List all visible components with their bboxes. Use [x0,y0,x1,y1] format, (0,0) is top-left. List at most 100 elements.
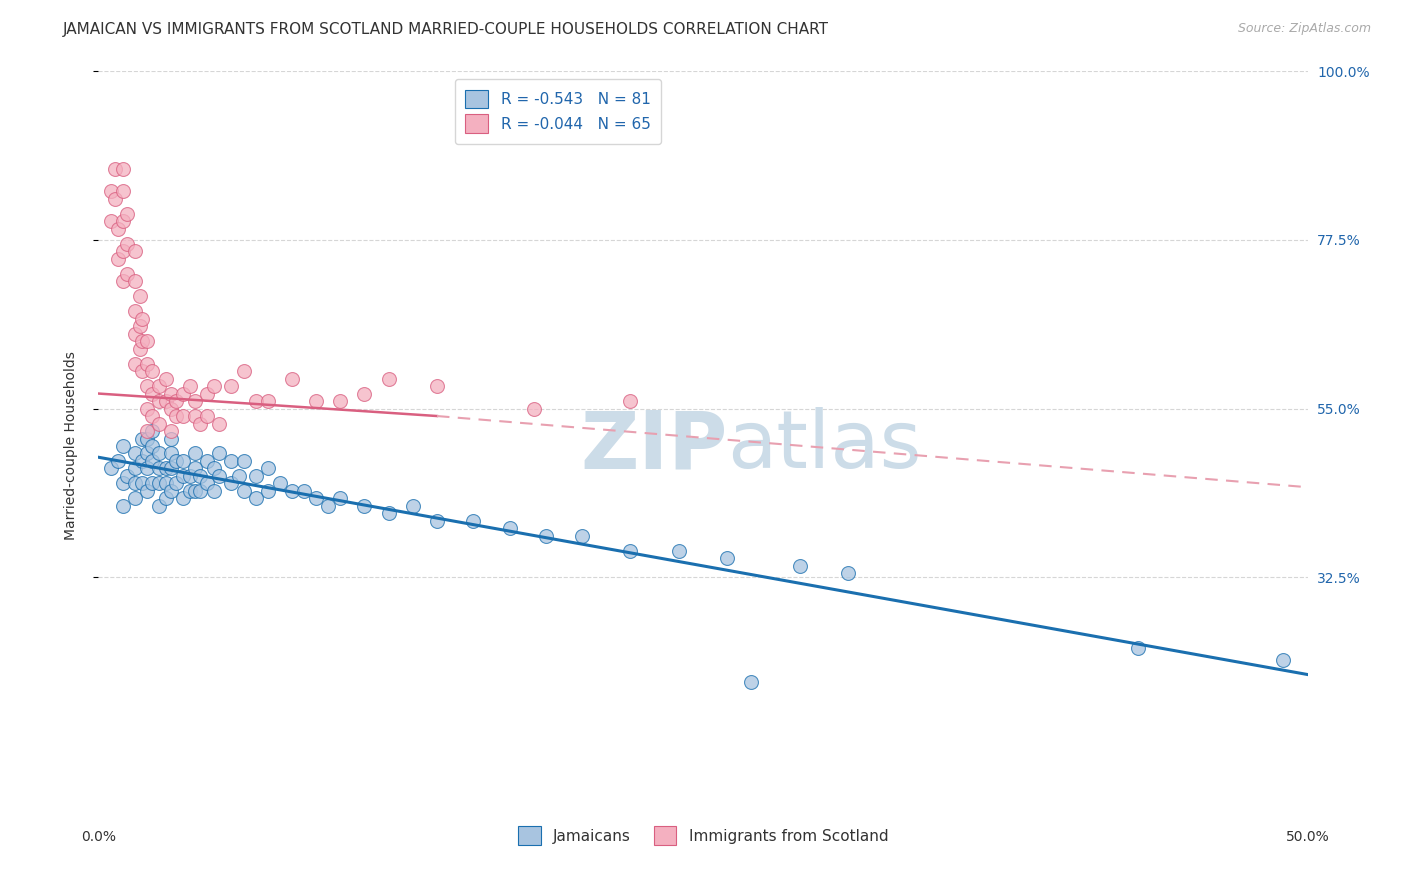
Point [141,364,163,378]
Point [353,499,375,513]
Point [165,409,187,423]
Point [179,469,201,483]
Point [111,439,134,453]
Point [124,274,146,288]
Point [100,461,122,475]
Point [184,394,207,409]
Point [135,357,157,371]
Point [208,417,231,431]
Point [1128,641,1150,656]
Point [148,379,170,393]
Point [141,476,163,491]
Point [131,334,153,348]
Point [172,454,194,468]
Point [523,401,546,416]
Point [104,161,127,176]
Point [128,319,150,334]
Point [160,483,183,498]
Point [111,499,134,513]
Point [148,446,170,460]
Point [172,386,194,401]
Point [135,432,157,446]
Point [232,364,254,378]
Point [131,432,153,446]
Point [155,371,177,385]
Point [165,394,187,409]
Point [245,491,267,506]
Point [1272,652,1295,666]
Point [292,483,315,498]
Point [619,394,641,409]
Point [204,379,226,393]
Text: ZIP: ZIP [579,407,727,485]
Point [172,409,194,423]
Point [232,454,254,468]
Text: atlas: atlas [727,407,921,485]
Point [111,161,134,176]
Point [184,409,207,423]
Point [353,386,375,401]
Point [160,401,183,416]
Point [160,432,183,446]
Point [195,386,218,401]
Point [111,184,134,198]
Legend: Jamaicans, Immigrants from Scotland: Jamaicans, Immigrants from Scotland [509,817,897,855]
Point [141,454,163,468]
Point [256,483,278,498]
Point [111,214,134,228]
Point [160,461,183,475]
Point [135,446,157,460]
Point [740,675,762,690]
Point [148,394,170,409]
Point [188,417,211,431]
Text: JAMAICAN VS IMMIGRANTS FROM SCOTLAND MARRIED-COUPLE HOUSEHOLDS CORRELATION CHART: JAMAICAN VS IMMIGRANTS FROM SCOTLAND MAR… [63,22,830,37]
Point [426,379,449,393]
Point [245,394,267,409]
Point [256,394,278,409]
Point [155,476,177,491]
Point [172,469,194,483]
Point [100,214,122,228]
Point [184,461,207,475]
Point [124,244,146,259]
Point [160,386,183,401]
Point [329,491,352,506]
Text: Source: ZipAtlas.com: Source: ZipAtlas.com [1237,22,1371,36]
Point [204,483,226,498]
Point [131,364,153,378]
Point [111,476,134,491]
Point [179,483,201,498]
Point [208,469,231,483]
Point [124,357,146,371]
Point [124,461,146,475]
Point [204,461,226,475]
Point [789,558,811,573]
Point [498,521,520,535]
Point [716,551,738,566]
Point [571,529,593,543]
Point [124,446,146,460]
Point [155,394,177,409]
Point [148,499,170,513]
Point [377,507,399,521]
Point [426,514,449,528]
Point [329,394,352,409]
Point [128,342,150,356]
Point [117,236,139,251]
Point [141,439,163,453]
Point [107,221,129,235]
Point [221,476,243,491]
Point [232,483,254,498]
Point [148,476,170,491]
Point [117,469,139,483]
Point [281,483,304,498]
Point [305,491,328,506]
Point [135,379,157,393]
Point [135,461,157,475]
Point [837,566,859,581]
Point [160,424,183,438]
Point [128,289,150,303]
Point [155,491,177,506]
Point [256,461,278,475]
Point [179,379,201,393]
